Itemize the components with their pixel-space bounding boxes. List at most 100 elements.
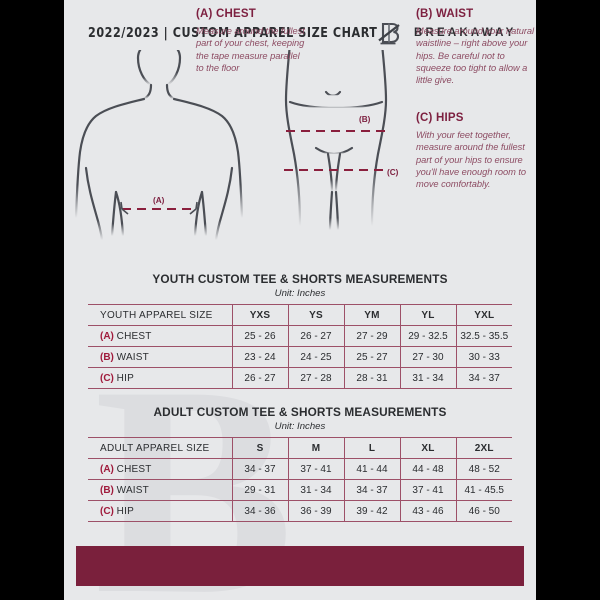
youth-row-2-val-2: 28 - 31 [344, 367, 401, 389]
youth-row-2-val-3: 31 - 34 [400, 367, 457, 389]
male-hips-outline-icon [284, 50, 388, 232]
chest-measure-line [120, 201, 198, 215]
callout-waist: (B) WAIST Measure around your natural wa… [416, 8, 536, 86]
callout-hips-body: With your feet together, measure around … [416, 130, 527, 190]
adult-row-0-val-4: 48 - 52 [456, 458, 512, 480]
adult-row-2-label: (C) HIP [88, 500, 233, 522]
callout-chest: (A) CHEST Measure around the fullest par… [196, 8, 306, 74]
youth-table-title: YOUTH CUSTOM TEE & SHORTS MEASUREMENTS [152, 272, 448, 286]
youth-row-1-val-2: 25 - 27 [344, 346, 401, 368]
brand-logo: BREAKAWAY [376, 19, 517, 47]
youth-row-0-val-1: 26 - 27 [288, 325, 345, 347]
adult-row-1-val-4: 41 - 45.5 [456, 479, 512, 501]
waist-dimension-label: (B) [359, 115, 371, 124]
adult-size-col-2: L [344, 437, 401, 459]
adult-row-1-val-0: 29 - 31 [232, 479, 289, 501]
adult-row-2-val-0: 34 - 36 [232, 500, 289, 522]
table-row: (C) HIP 34 - 36 36 - 39 39 - 42 43 - 46 … [88, 500, 512, 522]
callout-hips: (C) HIPS With your feet together, measur… [416, 112, 536, 190]
adult-row-0-val-2: 41 - 44 [344, 458, 401, 480]
adult-row-1-name: WAIST [116, 484, 149, 496]
youth-row-2-val-1: 27 - 28 [288, 367, 345, 389]
adult-row-2-val-1: 36 - 39 [288, 500, 345, 522]
callout-hips-heading: (C) HIPS [416, 112, 464, 124]
adult-row-1-val-1: 31 - 34 [288, 479, 345, 501]
page-header: 2022/2023 | CUSTOM APPAREL SIZE CHART BR… [64, 18, 536, 48]
youth-header-label: YOUTH APPAREL SIZE [88, 304, 233, 326]
page-title: 2022/2023 | CUSTOM APPAREL SIZE CHART [88, 25, 378, 41]
adult-row-0-val-1: 37 - 41 [288, 458, 345, 480]
youth-row-0-tag: (A) [100, 330, 114, 342]
body-figures-svg [74, 50, 388, 242]
adult-row-0-val-0: 34 - 37 [232, 458, 289, 480]
youth-row-1-val-4: 30 - 33 [456, 346, 512, 368]
adult-row-0-val-3: 44 - 48 [400, 458, 457, 480]
youth-row-1-val-0: 23 - 24 [232, 346, 289, 368]
youth-row-2-name: HIP [116, 372, 134, 384]
brand-name: BREAKAWAY [414, 27, 517, 39]
adult-row-2-tag: (C) [100, 505, 114, 517]
table-header-row: ADULT APPAREL SIZE S M L XL 2XL [88, 437, 512, 459]
adult-table-title: ADULT CUSTOM TEE & SHORTS MEASUREMENTS [153, 405, 447, 419]
footer-bar [76, 546, 524, 586]
callout-waist-body: Measure around your natural waistline – … [416, 26, 535, 86]
adult-row-1-tag: (B) [100, 484, 114, 496]
table-row: (A) CHEST 34 - 37 37 - 41 41 - 44 44 - 4… [88, 458, 512, 480]
youth-row-2-label: (C) HIP [88, 367, 233, 389]
youth-size-table: YOUTH APPAREL SIZE YXS YS YM YL YXL (A) … [88, 304, 512, 389]
youth-row-1-label: (B) WAIST [88, 346, 233, 368]
youth-row-1-val-3: 27 - 30 [400, 346, 457, 368]
adult-table-unit: Unit: Inches [274, 421, 326, 432]
adult-header-label: ADULT APPAREL SIZE [88, 437, 233, 459]
table-row: (B) WAIST 29 - 31 31 - 34 34 - 37 37 - 4… [88, 479, 512, 501]
youth-size-col-4: YXL [456, 304, 512, 326]
adult-size-col-1: M [288, 437, 345, 459]
adult-size-table: ADULT APPAREL SIZE S M L XL 2XL (A) CHES… [88, 437, 512, 522]
youth-row-2-tag: (C) [100, 372, 114, 384]
adult-row-1-label: (B) WAIST [88, 479, 233, 501]
youth-row-2-val-0: 26 - 27 [232, 367, 289, 389]
callout-chest-body: Measure around the fullest part of your … [196, 26, 305, 73]
youth-row-0-val-2: 27 - 29 [344, 325, 401, 347]
breakaway-b-monogram-icon [378, 22, 400, 45]
adult-row-2-val-2: 39 - 42 [344, 500, 401, 522]
chest-dimension-label: (A) [153, 196, 165, 205]
hips-dimension-label: (C) [387, 168, 399, 177]
table-row: (B) WAIST 23 - 24 24 - 25 25 - 27 27 - 3… [88, 346, 512, 368]
adult-row-0-name: CHEST [116, 463, 152, 475]
adult-row-2-val-4: 46 - 50 [456, 500, 512, 522]
table-row: (C) HIP 26 - 27 27 - 28 28 - 31 31 - 34 … [88, 367, 512, 389]
adult-row-2-name: HIP [116, 505, 134, 517]
youth-size-col-0: YXS [232, 304, 289, 326]
youth-size-col-2: YM [344, 304, 401, 326]
callout-chest-heading: (A) CHEST [196, 8, 256, 20]
youth-row-0-val-4: 32.5 - 35.5 [456, 325, 512, 347]
youth-row-0-val-3: 29 - 32.5 [400, 325, 457, 347]
youth-row-0-val-0: 25 - 26 [232, 325, 289, 347]
adult-size-col-0: S [232, 437, 289, 459]
youth-table-unit: Unit: Inches [274, 288, 326, 299]
adult-row-0-tag: (A) [100, 463, 114, 475]
adult-table-block: ADULT CUSTOM TEE & SHORTS MEASUREMENTS U… [88, 405, 512, 522]
table-row: (A) CHEST 25 - 26 26 - 27 27 - 29 29 - 3… [88, 325, 512, 347]
youth-row-1-tag: (B) [100, 351, 114, 363]
adult-size-col-3: XL [400, 437, 457, 459]
callout-waist-heading: (B) WAIST [416, 8, 474, 20]
youth-row-1-val-1: 24 - 25 [288, 346, 345, 368]
table-header-row: YOUTH APPAREL SIZE YXS YS YM YL YXL [88, 304, 512, 326]
adult-size-col-4: 2XL [456, 437, 512, 459]
adult-row-0-label: (A) CHEST [88, 458, 233, 480]
youth-size-col-3: YL [400, 304, 457, 326]
youth-row-1-name: WAIST [116, 351, 149, 363]
youth-row-2-val-4: 34 - 37 [456, 367, 512, 389]
youth-size-col-1: YS [288, 304, 345, 326]
youth-row-0-name: CHEST [116, 330, 152, 342]
measurement-illustration: (A) (B) (C) [64, 50, 536, 272]
youth-row-0-label: (A) CHEST [88, 325, 233, 347]
youth-table-block: YOUTH CUSTOM TEE & SHORTS MEASUREMENTS U… [88, 272, 512, 389]
adult-row-1-val-3: 37 - 41 [400, 479, 457, 501]
adult-row-2-val-3: 43 - 46 [400, 500, 457, 522]
adult-row-1-val-2: 34 - 37 [344, 479, 401, 501]
size-chart-page: B 2022/2023 | CUSTOM APPAREL SIZE CHART … [64, 0, 536, 600]
male-torso-outline-icon [74, 50, 244, 242]
